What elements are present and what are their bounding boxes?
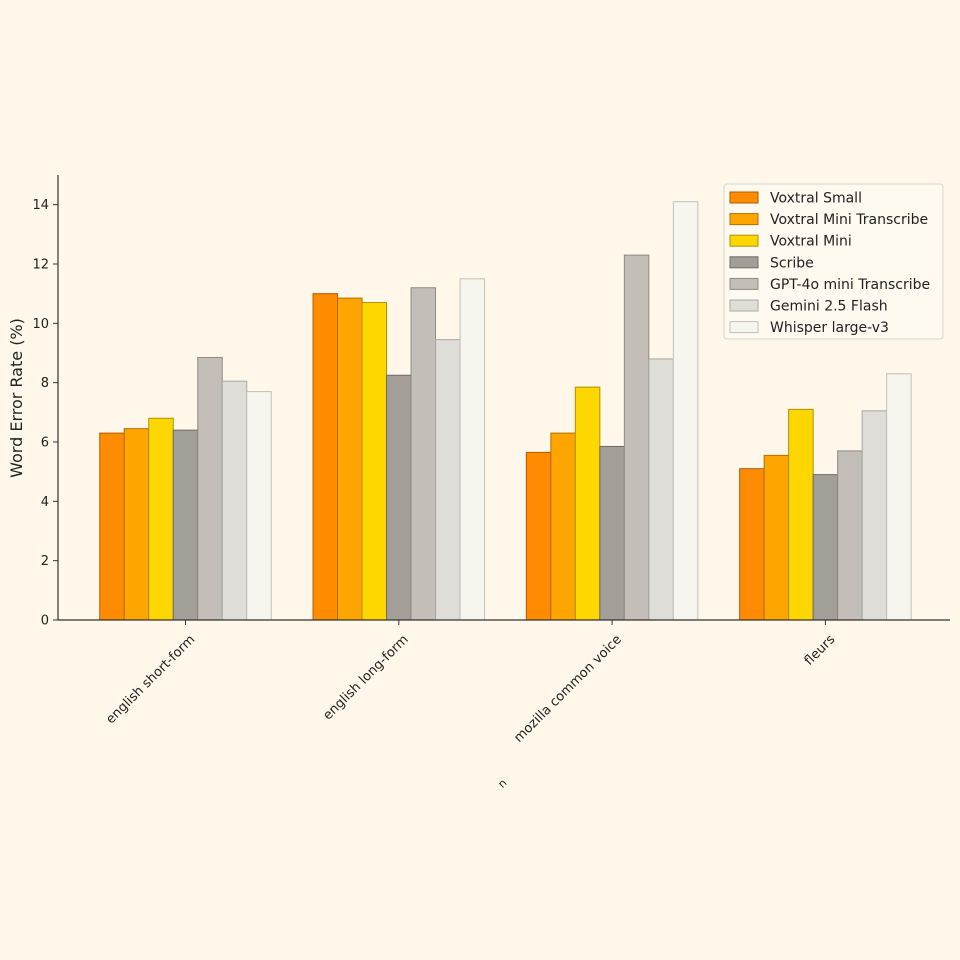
y-tick-label: 8: [41, 376, 49, 391]
bar: [172, 429, 199, 621]
legend-label: Voxtral Mini: [770, 234, 852, 250]
legend-swatch: [729, 234, 759, 247]
legend-swatch: [729, 256, 759, 269]
bar: [410, 287, 437, 621]
y-tick-label: 6: [41, 436, 49, 451]
bar: [763, 454, 790, 621]
bar: [246, 391, 272, 621]
legend-swatch: [729, 277, 759, 290]
y-tick-label: 10: [32, 317, 49, 332]
bars-group: [99, 201, 912, 621]
legend-label: Whisper large-v3: [770, 320, 889, 336]
bar: [525, 451, 552, 621]
legend-label: Voxtral Mini Transcribe: [770, 212, 928, 228]
x-tick-label: mozilla common voice: [511, 632, 625, 746]
bar: [550, 432, 576, 621]
y-tick-label: 0: [41, 614, 49, 629]
legend-swatch: [729, 321, 759, 334]
x-axis-title: n: [495, 776, 509, 790]
bar: [148, 417, 174, 621]
bar: [739, 468, 765, 621]
x-tick-label: english short-form: [103, 632, 198, 727]
legend: Voxtral Small Voxtral Mini Transcribe Voxt…: [723, 183, 944, 340]
y-tick-label: 4: [41, 495, 49, 510]
legend-label: Gemini 2.5 Flash: [770, 299, 888, 315]
bar: [672, 201, 699, 621]
legend-swatch: [729, 299, 759, 312]
bar: [123, 428, 150, 621]
bar: [886, 373, 912, 621]
legend-label: Voxtral Small: [770, 191, 862, 207]
bar: [197, 356, 223, 621]
bar: [312, 293, 339, 621]
legend-label: Scribe: [770, 255, 814, 271]
bar: [435, 339, 461, 621]
bar: [99, 432, 125, 621]
bar: [623, 254, 650, 621]
bar: [337, 297, 363, 621]
bar: [361, 302, 388, 621]
bar: [574, 386, 601, 621]
bar: [459, 278, 486, 621]
x-tick-label: fleurs: [802, 632, 839, 669]
bar: [812, 474, 839, 621]
legend-swatch: [729, 213, 759, 226]
bar: [221, 380, 248, 621]
bar: [788, 408, 814, 621]
legend-label: GPT-4o mini Transcribe: [770, 277, 930, 293]
bar: [861, 410, 888, 621]
legend-swatch: [729, 191, 759, 204]
bar: [386, 374, 412, 621]
y-tick-label: 14: [32, 198, 49, 213]
bar: [599, 445, 625, 621]
bar: [837, 450, 863, 621]
y-tick-label: 12: [32, 258, 49, 273]
x-tick-label: english long-form: [320, 632, 411, 723]
y-tick-label: 2: [41, 554, 49, 569]
y-axis-title: Word Error Rate (%): [7, 318, 26, 478]
legend-box: [723, 183, 944, 340]
bar: [648, 358, 674, 621]
